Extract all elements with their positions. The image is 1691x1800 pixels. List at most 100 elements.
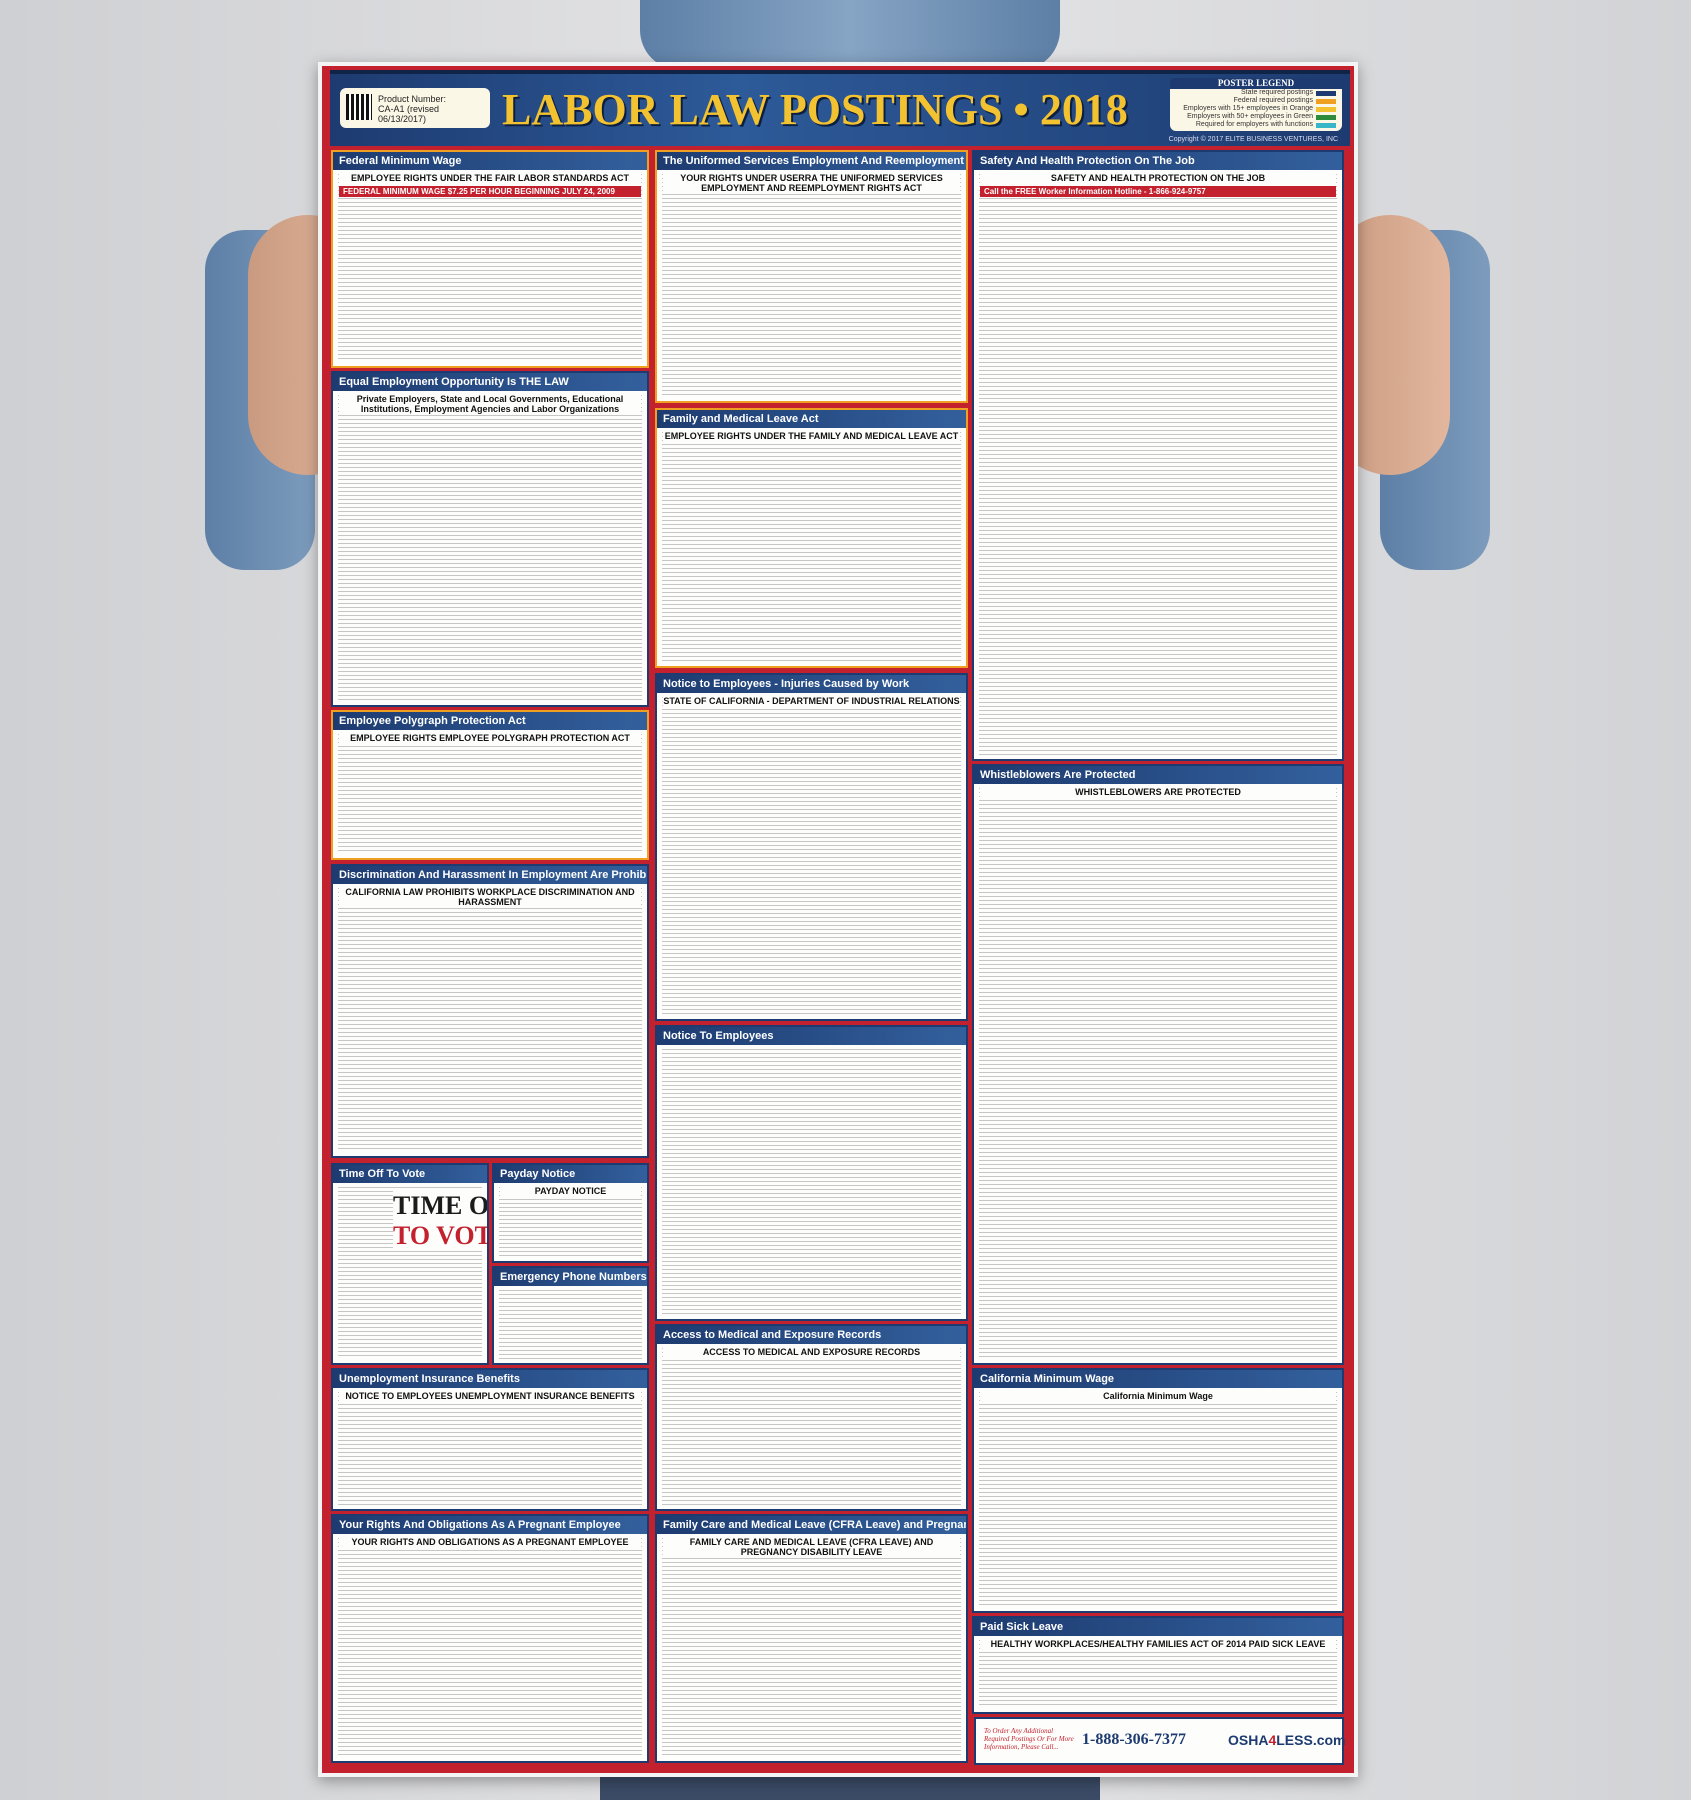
legend-item: Required for employers with functions: [1170, 121, 1342, 129]
section-fed-min-wage: Federal Minimum Wage EMPLOYEE RIGHTS UNDE…: [331, 150, 649, 368]
section-title: Discrimination And Harassment In Employm…: [333, 866, 647, 884]
section-title: Family and Medical Leave Act: [657, 410, 966, 428]
section-title: Notice To Employees: [657, 1027, 966, 1045]
legend-item: State required postings: [1170, 89, 1342, 97]
to-vote-heading: TO VOTE: [393, 1221, 487, 1251]
section-subtitle: WHISTLEBLOWERS ARE PROTECTED: [980, 787, 1336, 797]
body-text: [662, 1538, 961, 1757]
section-safety: Safety And Health Protection On The Job S…: [972, 150, 1344, 761]
section-title: Emergency Phone Numbers: [494, 1268, 647, 1286]
section-subtitle: PAYDAY NOTICE: [500, 1186, 641, 1196]
legend-swatch: [1316, 122, 1336, 128]
section-title: Federal Minimum Wage: [333, 152, 647, 170]
section-fmla: Family and Medical Leave Act EMPLOYEE RIG…: [655, 408, 968, 668]
time-off-heading: TIME OFF: [393, 1191, 487, 1221]
osha4less-logo: OSHA4LESS.com: [1228, 1732, 1346, 1748]
body-text: [338, 1538, 642, 1757]
legend-title: POSTER LEGEND: [1170, 78, 1342, 89]
section-title: California Minimum Wage: [974, 1370, 1342, 1388]
section-discrimination: Discrimination And Harassment In Employm…: [331, 864, 649, 1158]
copyright: Copyright © 2017 ELITE BUSINESS VENTURES…: [1168, 136, 1338, 143]
section-subtitle: HEALTHY WORKPLACES/HEALTHY FAMILIES ACT …: [980, 1639, 1336, 1649]
labor-law-poster: Product Number: CA-A1 (revised 06/13/201…: [318, 62, 1358, 1777]
body-text: [662, 697, 961, 1015]
body-text: [338, 395, 642, 701]
qr-code-icon: [346, 94, 372, 120]
body-text: [979, 174, 1337, 755]
section-subtitle: SAFETY AND HEALTH PROTECTION ON THE JOB: [980, 173, 1336, 183]
section-title: Equal Employment Opportunity Is THE LAW: [333, 373, 647, 391]
body-text: [979, 1392, 1337, 1607]
section-title: Whistleblowers Are Protected: [974, 766, 1342, 784]
section-title: Time Off To Vote: [333, 1165, 487, 1183]
order-footer: To Order Any Additional Required Posting…: [974, 1717, 1346, 1765]
section-subtitle: EMPLOYEE RIGHTS EMPLOYEE POLYGRAPH PROTE…: [339, 733, 641, 743]
section-subtitle: NOTICE TO EMPLOYEES UNEMPLOYMENT INSURAN…: [339, 1391, 641, 1401]
body-text: [662, 174, 961, 397]
body-text: [338, 888, 642, 1152]
section-title: Payday Notice: [494, 1165, 647, 1183]
section-medical-records: Access to Medical and Exposure Records AC…: [655, 1324, 968, 1511]
section-subtitle: FAMILY CARE AND MEDICAL LEAVE (CFRA LEAV…: [663, 1537, 960, 1557]
section-subtitle: STATE OF CALIFORNIA - DEPARTMENT OF INDU…: [663, 696, 960, 706]
body-text: [338, 734, 642, 854]
poster-banner: Product Number: CA-A1 (revised 06/13/201…: [330, 70, 1350, 146]
legend-item: Federal required postings: [1170, 97, 1342, 105]
section-ca-min-wage: California Minimum Wage California Minimu…: [972, 1368, 1344, 1613]
body-text: [979, 788, 1337, 1359]
body-text: [338, 174, 642, 362]
product-number: CA-A1 (revised 06/13/2017): [378, 104, 440, 124]
section-title: Safety And Health Protection On The Job: [974, 152, 1342, 170]
section-title: Unemployment Insurance Benefits: [333, 1370, 647, 1388]
section-userra: The Uniformed Services Employment And Re…: [655, 150, 968, 403]
section-emergency: Emergency Phone Numbers: [492, 1266, 649, 1365]
legend-item: Employers with 15+ employees in Orange: [1170, 105, 1342, 113]
section-eeo: Equal Employment Opportunity Is THE LAW P…: [331, 371, 649, 707]
section-subtitle: California Minimum Wage: [980, 1391, 1336, 1401]
section-whistle: Whistleblowers Are Protected WHISTLEBLOWE…: [972, 764, 1344, 1365]
section-title: Notice to Employees - Injuries Caused by…: [657, 675, 966, 693]
section-notice: Notice To Employees: [655, 1025, 968, 1321]
section-title: The Uniformed Services Employment And Re…: [657, 152, 966, 170]
body-text: [338, 1392, 642, 1505]
poster-legend: POSTER LEGEND State required postings Fed…: [1170, 78, 1342, 131]
order-phone: 1-888-306-7377: [1082, 1731, 1186, 1748]
section-pregnant: Your Rights And Obligations As A Pregnan…: [331, 1514, 649, 1763]
legend-swatch: [1316, 114, 1336, 120]
body-text: [979, 1640, 1337, 1708]
section-subtitle: EMPLOYEE RIGHTS UNDER THE FAMILY AND MED…: [663, 431, 960, 441]
order-text: To Order Any Additional Required Posting…: [984, 1727, 1074, 1751]
product-label: Product Number:: [378, 94, 447, 104]
body-text: [662, 1049, 961, 1315]
section-subtitle: CALIFORNIA LAW PROHIBITS WORKPLACE DISCR…: [339, 887, 641, 907]
poster-title: LABOR LAW POSTINGS • 2018: [502, 85, 1128, 134]
body-text: [499, 1290, 642, 1359]
section-subtitle: EMPLOYEE RIGHTS UNDER THE FAIR LABOR STA…: [339, 173, 641, 183]
section-subtitle: Private Employers, State and Local Gover…: [339, 394, 641, 414]
legend-swatch: [1316, 98, 1336, 104]
section-polygraph: Employee Polygraph Protection Act EMPLOYE…: [331, 710, 649, 860]
body-text: [662, 1348, 961, 1505]
body-text: [499, 1187, 642, 1257]
section-payday: Payday Notice PAYDAY NOTICE: [492, 1163, 649, 1263]
section-highlight: FEDERAL MINIMUM WAGE $7.25 PER HOUR BEGI…: [339, 186, 641, 197]
person-shirt: [640, 0, 1060, 70]
section-cfra: Family Care and Medical Leave (CFRA Leav…: [655, 1514, 968, 1763]
section-title: Paid Sick Leave: [974, 1618, 1342, 1636]
section-subtitle: ACCESS TO MEDICAL AND EXPOSURE RECORDS: [663, 1347, 960, 1357]
section-title: Your Rights And Obligations As A Pregnan…: [333, 1516, 647, 1534]
legend-swatch: [1316, 106, 1336, 112]
section-time-off: Time Off To Vote TIME OFFTO VOTE: [331, 1163, 489, 1365]
section-title: Access to Medical and Exposure Records: [657, 1326, 966, 1344]
product-number-box: Product Number: CA-A1 (revised 06/13/201…: [340, 88, 490, 128]
legend-item: Employers with 50+ employees in Green: [1170, 113, 1342, 121]
section-title: Employee Polygraph Protection Act: [333, 712, 647, 730]
section-injuries: Notice to Employees - Injuries Caused by…: [655, 673, 968, 1021]
section-subtitle: YOUR RIGHTS UNDER USERRA THE UNIFORMED S…: [663, 173, 960, 193]
section-unemployment: Unemployment Insurance Benefits NOTICE TO…: [331, 1368, 649, 1511]
section-subtitle: YOUR RIGHTS AND OBLIGATIONS AS A PREGNAN…: [339, 1537, 641, 1547]
legend-swatch: [1316, 90, 1336, 96]
body-text: [662, 432, 961, 662]
section-title: Family Care and Medical Leave (CFRA Leav…: [657, 1516, 966, 1534]
section-highlight: Call the FREE Worker Information Hotline…: [980, 186, 1336, 197]
